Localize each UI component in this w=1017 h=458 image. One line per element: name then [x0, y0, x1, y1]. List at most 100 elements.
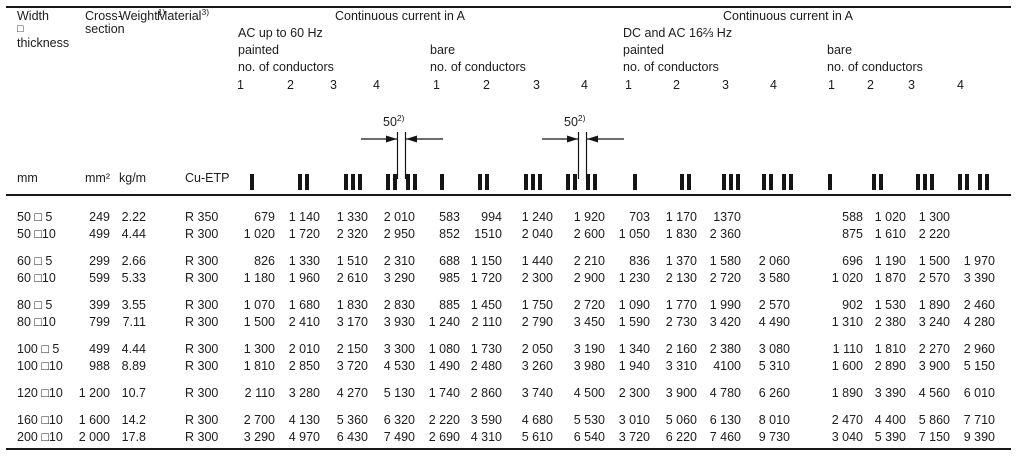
dc-painted-n4: 4	[770, 78, 777, 92]
dc-bare-2-cell: 1 190	[874, 254, 906, 268]
dc-bare-1-cell: 696	[842, 254, 863, 268]
conductor-arrangement-icon-4-bars	[762, 174, 793, 190]
ac-bare-4-cell: 3 980	[573, 359, 605, 373]
dc-painted-3-cell: 4100	[713, 359, 741, 373]
dc-bare-n3: 3	[908, 78, 915, 92]
dc-painted-4-cell: 2 060	[758, 254, 790, 268]
ac-bare-4-cell: 3 190	[573, 342, 605, 356]
dc-painted-2-cell: 2 160	[665, 342, 697, 356]
cross-section-cell: 1 200	[78, 386, 110, 400]
weight-cell: 4.44	[121, 342, 146, 356]
material-footnote-ref: 3)	[201, 6, 210, 17]
dc-painted-3-cell: 3 420	[709, 315, 741, 329]
unit-weight: kg/m	[119, 171, 147, 185]
ac-painted-1-cell: 1 020	[243, 227, 275, 241]
material-cell: R 300	[185, 386, 219, 400]
dc-bare-3-cell: 3 900	[918, 359, 950, 373]
dc-bare-4-cell	[950, 228, 995, 245]
dimension-arrows-icon	[542, 132, 624, 179]
weight-cell: 4.44	[121, 227, 146, 241]
size-cell: 200 □10	[17, 430, 63, 444]
ac-painted-4-cell: 7 490	[383, 430, 415, 444]
dc-bare-n1: 1	[828, 78, 835, 92]
dc-painted-1-cell: 3 010	[618, 413, 650, 427]
ac-painted-2-cell: 3 280	[288, 386, 320, 400]
dc-painted-3-cell: 1 580	[709, 254, 741, 268]
material-cell: R 300	[185, 254, 219, 268]
ac-bare-4-cell: 5 530	[573, 413, 605, 427]
dc-painted-4-cell: 8 010	[758, 413, 790, 427]
weight-cell: 14.2	[121, 413, 146, 427]
ac-bare-2-cell: 1510	[474, 227, 502, 241]
ac-painted-4-cell: 3 300	[383, 342, 415, 356]
dimension-arrows-icon	[361, 132, 443, 179]
weight-label-text: Weight	[119, 9, 158, 23]
dc-painted-label: painted	[623, 43, 665, 57]
dc-bare-4-cell	[950, 211, 995, 228]
ac-painted-4-cell: 4 530	[383, 359, 415, 373]
ac-painted-2-cell: 2 410	[288, 315, 320, 329]
ac-painted-3-cell: 3 170	[336, 315, 368, 329]
ac-painted-2-cell: 1 680	[288, 298, 320, 312]
material-cell: R 300	[185, 342, 219, 356]
ac-painted-n3: 3	[330, 78, 337, 92]
dc-painted-conductors-label: no. of conductors	[623, 60, 719, 74]
ac-painted-3-cell: 3 720	[336, 359, 368, 373]
dc-bare-2-cell: 1 870	[874, 271, 906, 285]
table-row: 60 □ 5 299 2.66 R 300 826 1 330 1 510 2 310 688 1…	[17, 255, 995, 272]
dc-bare-3-cell: 3 240	[918, 315, 950, 329]
dc-painted-1-cell: 703	[629, 210, 650, 224]
weight-cell: 10.7	[121, 386, 146, 400]
table-row: 100 □10 988 8.89 R 300 1 810 2 850 3 720 4 530 1…	[17, 360, 995, 377]
cross-section-label-line2: section	[85, 22, 125, 36]
cross-section-cell: 988	[89, 359, 110, 373]
ac-bare-3-cell: 1 440	[521, 254, 553, 268]
ac-painted-4-cell: 2 010	[383, 210, 415, 224]
table-row: 80 □10 799 7.11 R 300 1 500 2 410 3 170 3 930 1 …	[17, 316, 995, 333]
dc-painted-1-cell: 1 340	[618, 342, 650, 356]
conductor-arrangement-icon-4-bars	[958, 174, 989, 190]
size-cell: 60 □ 5	[17, 254, 53, 268]
cross-section-cell: 299	[89, 254, 110, 268]
ac-painted-2-cell: 1 140	[288, 210, 320, 224]
ac-painted-1-cell: 3 290	[243, 430, 275, 444]
ac-bare-2-cell: 1 450	[470, 298, 502, 312]
dc-bare-2-cell: 1 020	[874, 210, 906, 224]
ac-painted-4-cell: 2 830	[383, 298, 415, 312]
dc-painted-n2: 2	[673, 78, 680, 92]
ac-painted-4-cell: 5 130	[383, 386, 415, 400]
dc-bare-1-cell: 1 020	[831, 271, 863, 285]
dc-painted-3-cell: 1370	[713, 210, 741, 224]
table-body: 50 □ 5 249 2.22 R 350 679 1 140 1 330 2 010 583 9…	[17, 211, 995, 458]
conductor-arrangement-icon-4-bars	[386, 174, 417, 190]
ac-bare-4-cell: 2 210	[573, 254, 605, 268]
dc-bare-4-cell: 9 390	[963, 430, 995, 444]
ac-painted-4-cell: 6 320	[383, 413, 415, 427]
spacing-footnote-ref: 2)	[396, 112, 405, 123]
material-label-text: Material	[157, 9, 202, 23]
ac-bare-1-cell: 1 740	[428, 386, 460, 400]
ac-bare-1-cell: 852	[439, 227, 460, 241]
dc-bare-3-cell: 4 560	[918, 386, 950, 400]
conductor-arrangement-icon-4-bars	[566, 174, 597, 190]
dc-bare-4-cell: 1 970	[963, 254, 995, 268]
dc-painted-2-cell: 1 770	[665, 298, 697, 312]
dc-bare-label: bare	[827, 43, 853, 57]
ac-bare-2-cell: 2 860	[470, 386, 502, 400]
spacing-annotation-ac-bare: 502)	[536, 114, 628, 190]
ac-bare-1-cell: 1 490	[428, 359, 460, 373]
material-cell: R 300	[185, 315, 219, 329]
ac-bare-n2: 2	[483, 78, 490, 92]
weight-footnote-ref: 1)	[157, 6, 166, 17]
ac-painted-1-cell: 1 300	[243, 342, 275, 356]
dc-bare-3-cell: 2 220	[918, 227, 950, 241]
ac-bare-1-cell: 2 220	[428, 413, 460, 427]
size-cell: 100 □ 5	[17, 342, 60, 356]
weight-cell: 7.11	[122, 315, 146, 329]
cross-section-cell: 2 000	[78, 430, 110, 444]
table-row: 120 □10 1 200 10.7 R 300 2 110 3 280 4 270 5 13…	[17, 387, 995, 404]
ac-painted-3-cell: 2 610	[336, 271, 368, 285]
ac-bare-1-cell: 1 240	[428, 315, 460, 329]
conductor-arrangement-icon-1-bar	[250, 174, 254, 190]
dc-bare-1-cell: 875	[842, 227, 863, 241]
